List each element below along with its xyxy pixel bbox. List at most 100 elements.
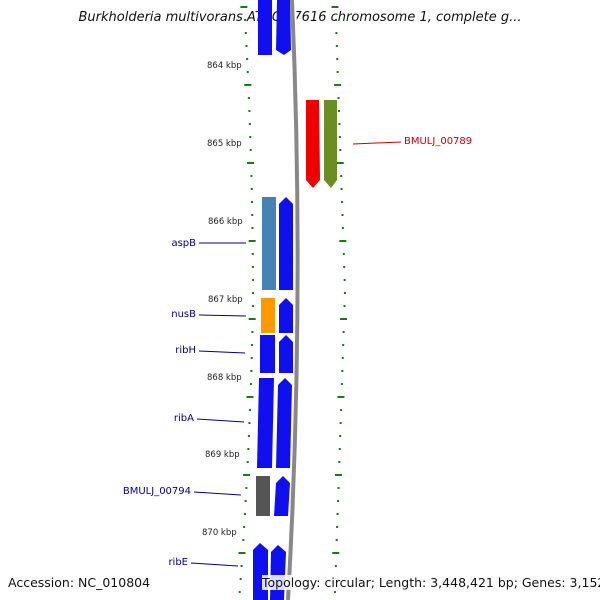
right-ruler (331, 6, 348, 593)
ruler-major-tick (240, 6, 248, 8)
ruler-minor-tick (250, 357, 253, 359)
gene-label[interactable]: BMULJ_00789 (404, 136, 472, 147)
ruler-minor-tick (342, 331, 345, 333)
ruler-major-tick (243, 474, 251, 476)
ruler-minor-tick (341, 370, 344, 372)
gene-arrow[interactable] (276, 378, 292, 468)
scale-label: 869 kbp (205, 450, 240, 460)
ruler-minor-tick (337, 487, 340, 489)
label-leader-line (198, 350, 246, 354)
ruler-minor-tick (249, 149, 252, 151)
ruler-minor-tick (248, 110, 251, 112)
scale-label: 868 kbp (207, 373, 242, 383)
gene-ribh[interactable] (260, 335, 275, 373)
ruler-minor-tick (336, 526, 339, 528)
ruler-minor-tick (335, 45, 338, 47)
label-leader-line (193, 491, 242, 496)
ruler-minor-tick (240, 565, 243, 567)
ruler-minor-tick (244, 500, 247, 502)
ruler-major-tick (248, 318, 256, 320)
gene-olive[interactable] (324, 100, 337, 188)
ruler-minor-tick (336, 513, 339, 515)
gene-label[interactable]: ribA (174, 413, 194, 424)
left-ruler (238, 6, 256, 593)
ruler-major-tick (336, 162, 344, 164)
ruler-minor-tick (342, 344, 345, 346)
ruler-minor-tick (336, 58, 339, 60)
ruler-minor-tick (251, 292, 254, 294)
ruler-minor-tick (251, 279, 254, 281)
ruler-minor-tick (248, 123, 251, 125)
gene-label[interactable]: aspB (171, 238, 196, 249)
ruler-minor-tick (343, 279, 346, 281)
ruler-minor-tick (246, 58, 249, 60)
gene-riba[interactable] (257, 378, 274, 468)
ruler-minor-tick (245, 487, 248, 489)
ruler-minor-tick (251, 214, 254, 216)
gene-aspb[interactable] (262, 197, 276, 290)
ruler-minor-tick (334, 565, 337, 567)
ruler-minor-tick (333, 591, 336, 593)
label-leader-line (190, 562, 239, 567)
ruler-minor-tick (243, 526, 246, 528)
ruler-major-tick (340, 318, 348, 320)
ruler-minor-tick (251, 253, 254, 255)
gene-label[interactable]: ribE (168, 557, 188, 568)
ruler-minor-tick (343, 305, 346, 307)
ruler-minor-tick (338, 123, 341, 125)
gene-arrow[interactable] (276, 0, 291, 55)
ruler-minor-tick (248, 422, 251, 424)
ruler-minor-tick (251, 305, 254, 307)
ruler-major-tick (332, 552, 340, 554)
ruler-minor-tick (338, 136, 341, 138)
ruler-major-tick (246, 396, 254, 398)
ruler-minor-tick (335, 539, 338, 541)
ruler-minor-tick (249, 383, 252, 385)
ruler-major-tick (247, 162, 255, 164)
ruler-minor-tick (246, 461, 249, 463)
scale-labels: 864 kbp 865 kbp 866 kbp 867 kbp 868 kbp 869 k… (202, 61, 243, 538)
gene-labels: aspB nusB ribH ribA BMULJ_00794 ribE BMULJ_007… (123, 136, 472, 568)
gene-block[interactable] (258, 0, 272, 55)
ruler-minor-tick (340, 383, 343, 385)
ruler-major-tick (244, 84, 252, 86)
ruler-minor-tick (251, 331, 254, 333)
gene-nusb[interactable] (261, 298, 275, 333)
gene-label[interactable]: BMULJ_00794 (123, 486, 191, 497)
ruler-minor-tick (250, 175, 253, 177)
ruler-minor-tick (336, 71, 339, 73)
map-title: Burkholderia multivorans ATCC 17616 chro… (78, 10, 522, 25)
ruler-minor-tick (251, 201, 254, 203)
ruler-minor-tick (339, 422, 342, 424)
gene-arrow[interactable] (270, 545, 286, 600)
ruler-minor-tick (247, 448, 250, 450)
ruler-minor-tick (251, 227, 254, 229)
ruler-minor-tick (340, 188, 343, 190)
gene-ribe[interactable] (253, 543, 268, 600)
backbone-arc-line (286, 0, 300, 600)
gene-label[interactable]: ribH (175, 345, 196, 356)
ruler-minor-tick (341, 214, 344, 216)
ruler-minor-tick (337, 500, 339, 502)
ruler-major-tick (337, 396, 345, 398)
gene-arrow[interactable] (274, 476, 290, 516)
gene-bmulj-00789[interactable] (306, 100, 320, 188)
ruler-minor-tick (342, 253, 345, 255)
ruler-minor-tick (244, 32, 247, 34)
label-leader-line (196, 418, 245, 423)
ruler-minor-tick (250, 188, 253, 190)
ruler-minor-tick (251, 266, 254, 268)
gene-bmulj-00794[interactable] (256, 476, 270, 516)
ruler-minor-tick (337, 97, 340, 99)
gene-arrow[interactable] (279, 298, 293, 333)
gene-arrow[interactable] (279, 335, 293, 373)
ruler-minor-tick (340, 409, 343, 411)
scale-label: 865 kbp (207, 139, 242, 149)
ruler-minor-tick (340, 175, 343, 177)
ruler-minor-tick (338, 110, 340, 112)
gene-arrow[interactable] (279, 197, 293, 290)
ruler-major-tick (334, 84, 342, 86)
ruler-minor-tick (339, 149, 342, 151)
gene-label[interactable]: nusB (171, 309, 196, 320)
